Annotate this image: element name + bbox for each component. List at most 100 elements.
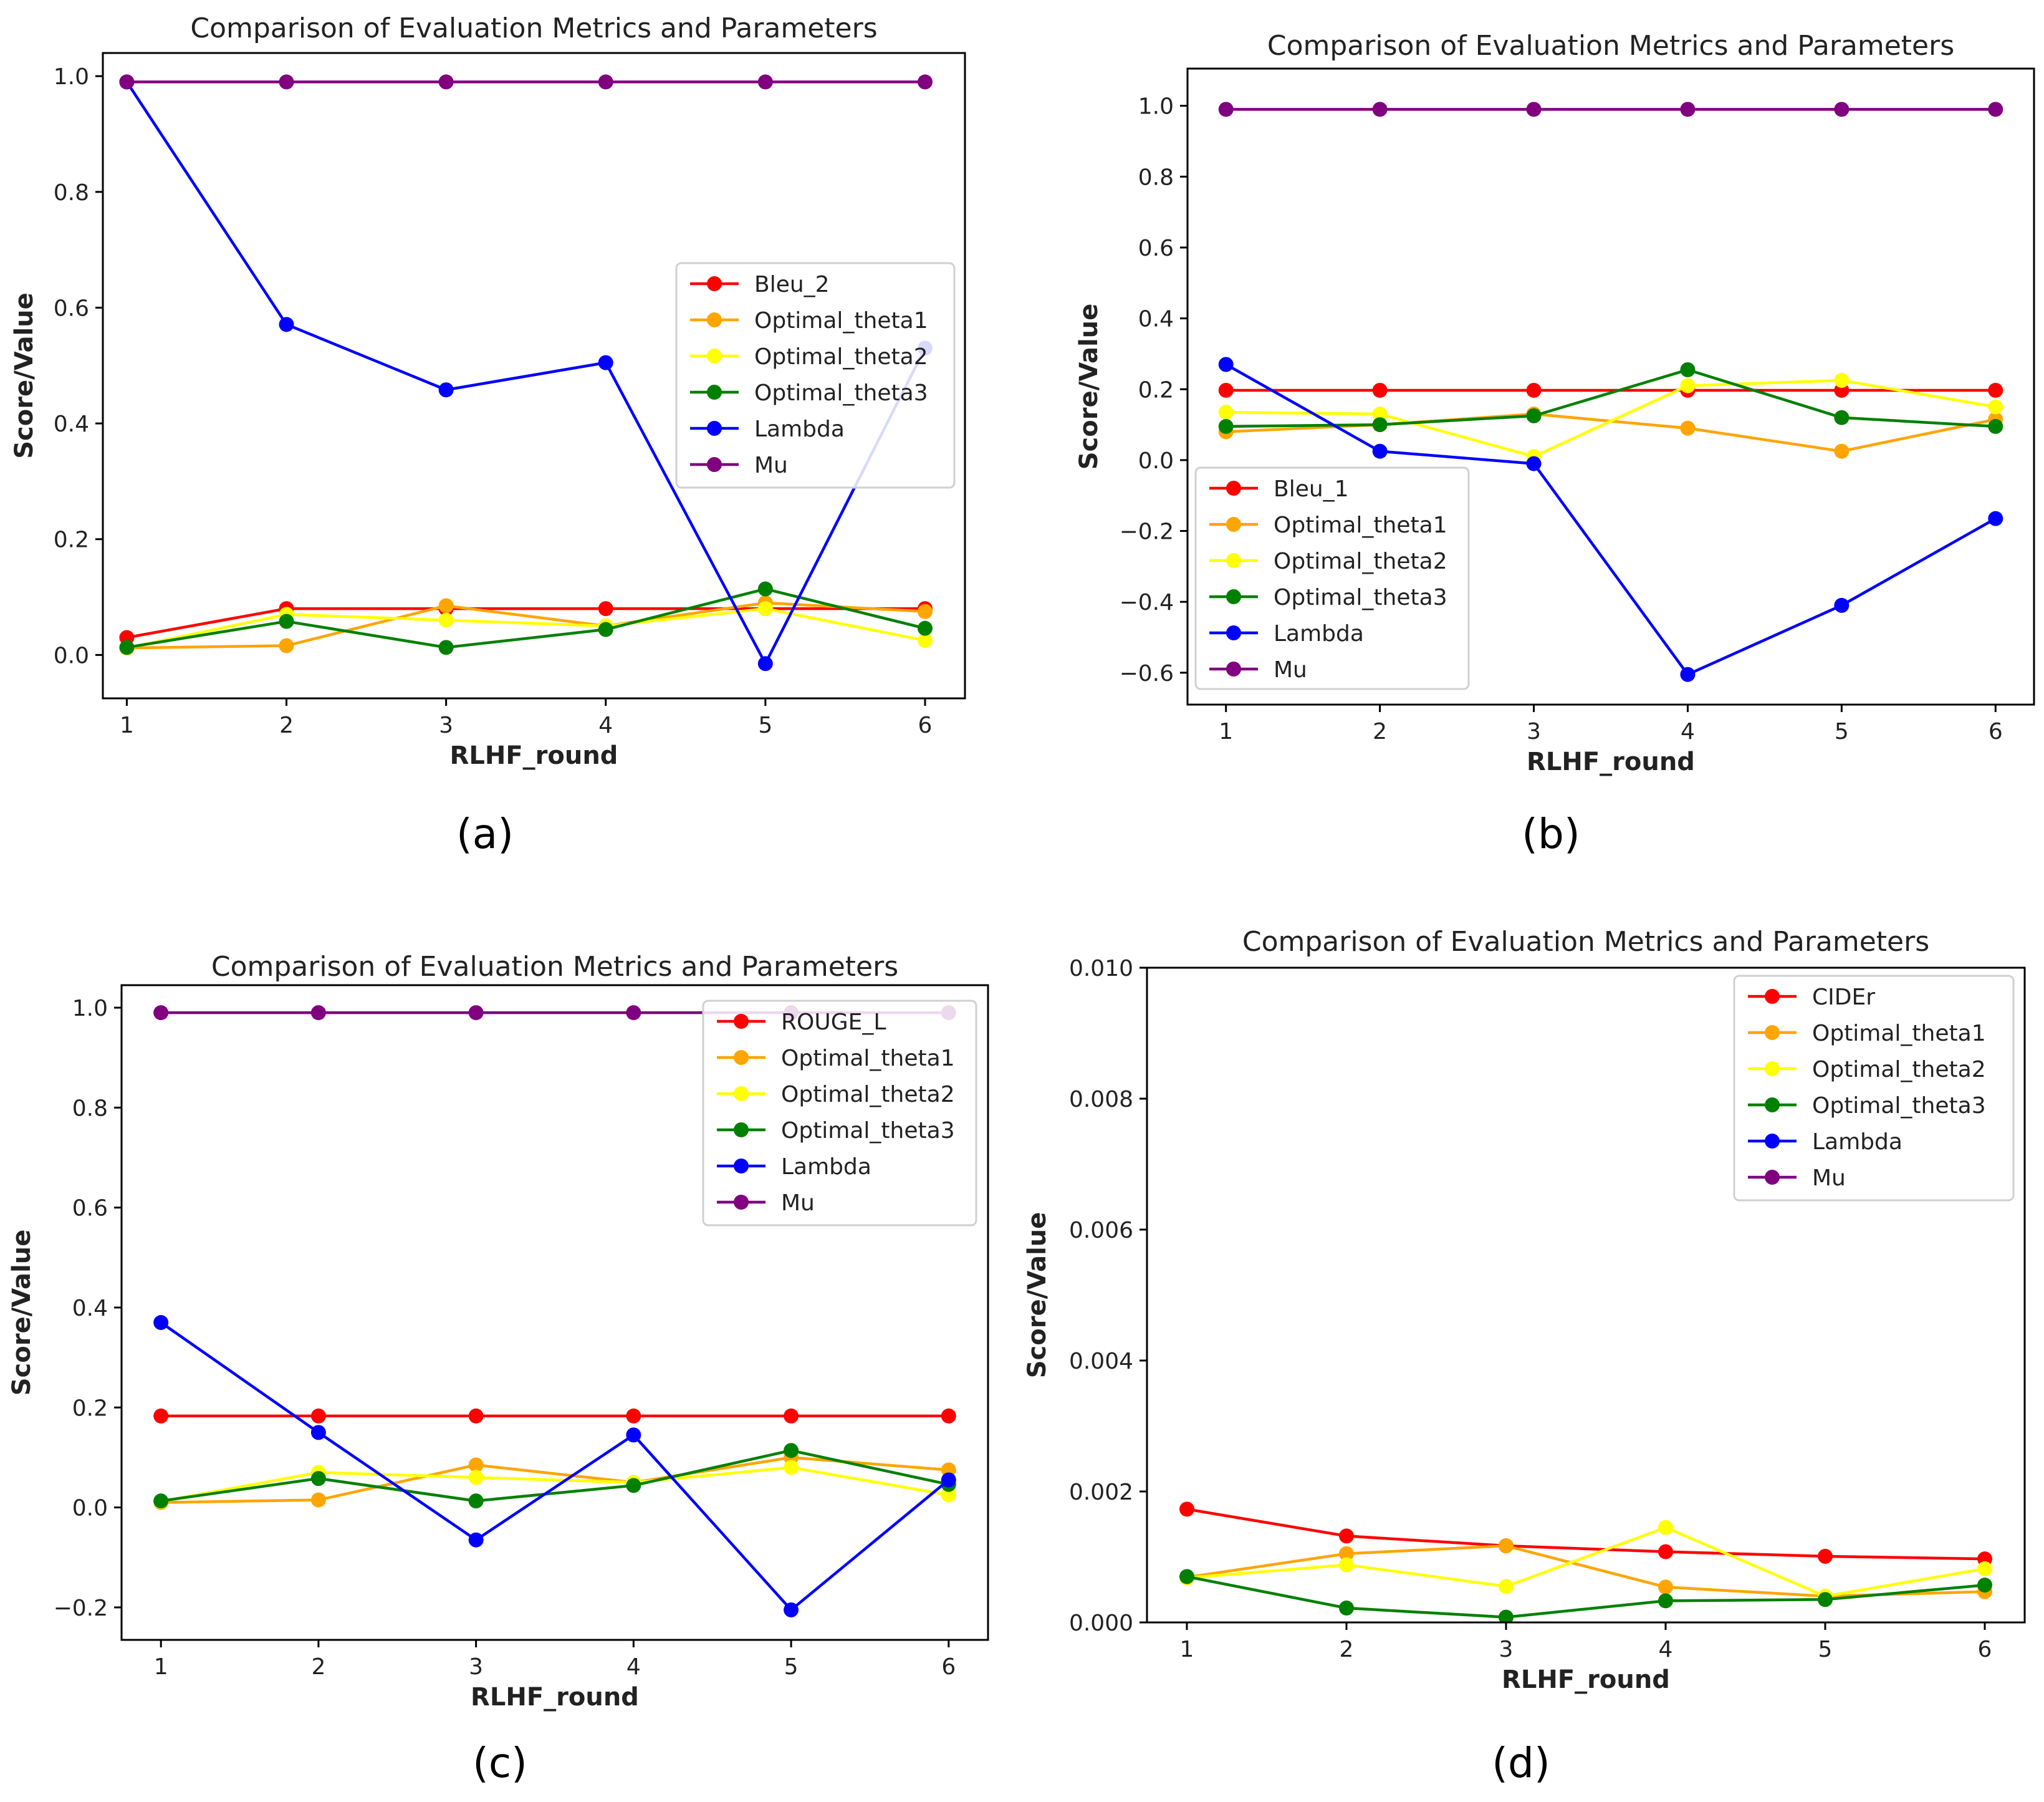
y-tick-label: 0.4 <box>1138 307 1174 332</box>
legend-marker <box>1765 1170 1780 1185</box>
legend-box <box>1733 975 2015 1202</box>
legend-marker <box>1226 625 1241 640</box>
series-line-lambda <box>1225 363 1997 676</box>
data-point-mu <box>1834 102 1850 117</box>
data-point-lambda <box>1372 443 1388 459</box>
legend-marker <box>734 1122 749 1137</box>
x-tick-label: 6 <box>918 713 933 738</box>
x-tick-label: 3 <box>1499 1637 1514 1662</box>
legend-box <box>1194 466 1470 690</box>
data-point-lambda <box>1680 667 1696 682</box>
series-line-optimal_theta2 <box>1226 378 1996 458</box>
data-point-optimal_theta3 <box>598 622 613 637</box>
data-point-optimal_theta1 <box>438 598 454 614</box>
x-tick-label: 5 <box>1818 1637 1833 1662</box>
data-point-optimal_theta2 <box>1680 378 1696 393</box>
legend-marker <box>707 457 722 472</box>
y-tick-label: 0.0 <box>1138 448 1174 474</box>
data-point-optimal_theta2 <box>757 601 773 617</box>
data-point-mu <box>310 1005 326 1021</box>
data-point-optimal_theta3 <box>438 640 454 655</box>
data-point-lambda <box>468 1532 484 1548</box>
data-point-optimal_theta3 <box>279 614 294 629</box>
legend-marker <box>1226 553 1241 568</box>
data-point-lambda <box>941 1472 956 1488</box>
x-tick-label: 6 <box>941 1654 956 1680</box>
data-point-mu <box>279 74 294 90</box>
legend-marker <box>734 1159 749 1173</box>
data-point-optimal_theta1 <box>468 1457 484 1473</box>
legend-entry: Bleu_2 <box>754 272 830 297</box>
legend-marker <box>1765 1134 1780 1149</box>
data-point-optimal_theta1 <box>1680 420 1696 436</box>
data-point-lambda <box>1988 511 2003 526</box>
data-point-mu <box>468 1005 484 1021</box>
data-point-optimal_theta2 <box>1339 1557 1354 1573</box>
x-tick-label: 1 <box>1180 1637 1194 1662</box>
y-tick-label: 0.2 <box>54 528 89 553</box>
y-tick-label: 0.010 <box>1069 956 1133 981</box>
data-point-optimal_theta3 <box>784 1443 799 1458</box>
y-tick-label: 1.0 <box>54 64 89 90</box>
data-point-optimal_theta3 <box>1526 408 1542 423</box>
series-line-lambda <box>160 1321 950 1612</box>
y-tick-label: 0.4 <box>54 412 89 437</box>
legend-entry: Mu <box>1812 1165 1846 1191</box>
data-point-cider <box>1658 1544 1673 1559</box>
y-tick-label: 0.2 <box>72 1395 108 1421</box>
chart-panel-b: Comparison of Evaluation Metrics and Par… <box>1075 30 2035 858</box>
series-line-lambda <box>125 81 926 665</box>
data-point-lambda <box>1218 357 1234 372</box>
y-axis-label: Score/Value <box>1075 304 1103 470</box>
y-tick-label: 1.0 <box>1138 94 1174 120</box>
data-point-mu <box>1680 102 1696 117</box>
y-tick-label: 1.0 <box>72 996 108 1021</box>
data-point-bleu_1 <box>1526 382 1542 398</box>
legend-marker <box>707 349 722 364</box>
x-tick-label: 3 <box>439 713 453 738</box>
legend-marker <box>1765 1097 1780 1112</box>
series-line-optimal_theta3 <box>160 1448 949 1503</box>
x-tick-label: 5 <box>1835 719 1849 744</box>
legend-marker <box>707 312 722 327</box>
data-point-optimal_theta2 <box>1372 407 1388 422</box>
legend-marker <box>1226 481 1241 496</box>
data-point-mu <box>1372 102 1388 117</box>
data-point-mu <box>1526 102 1542 117</box>
data-point-lambda <box>310 1425 326 1440</box>
y-tick-label: 0.008 <box>1069 1087 1133 1112</box>
data-point-optimal_theta3 <box>310 1471 326 1486</box>
data-point-bleu_1 <box>1988 382 2003 398</box>
legend-marker <box>707 276 722 291</box>
data-point-optimal_theta3 <box>119 640 135 655</box>
data-point-mu <box>153 1005 169 1021</box>
series-line-optimal_theta3 <box>1186 1575 1985 1619</box>
legend-entry: Optimal_theta1 <box>754 308 928 334</box>
y-tick-label: −0.2 <box>1120 519 1174 545</box>
data-point-mu <box>598 74 613 90</box>
y-tick-label: 0.8 <box>54 180 89 206</box>
legend-entry: Optimal_theta1 <box>1274 513 1447 538</box>
legend: ROUGE_L Optimal_theta1 Optimal_theta2 Optim… <box>702 1000 977 1226</box>
legend-entry: Bleu_1 <box>1274 476 1349 502</box>
data-point-bleu_1 <box>1218 382 1234 398</box>
chart-title: Comparison of Evaluation Metrics and Par… <box>1267 30 1954 62</box>
data-point-optimal_theta3 <box>626 1478 641 1493</box>
legend-marker <box>734 1014 749 1029</box>
x-tick-label: 3 <box>469 1654 483 1680</box>
chart-title: Comparison of Evaluation Metrics and Par… <box>190 12 877 44</box>
data-point-rouge_l <box>626 1408 641 1424</box>
data-point-mu <box>438 74 454 90</box>
legend-marker <box>1765 1061 1780 1076</box>
y-tick-label: −0.6 <box>1120 661 1174 687</box>
data-point-optimal_theta2 <box>1977 1561 1992 1576</box>
data-point-optimal_theta2 <box>1499 1579 1514 1594</box>
y-tick-label: 0.006 <box>1069 1218 1133 1243</box>
data-point-mu <box>119 74 135 90</box>
y-tick-label: 0.6 <box>54 296 89 321</box>
legend-entry: Optimal_theta2 <box>1274 549 1447 574</box>
data-point-optimal_theta3 <box>917 620 933 636</box>
legend-entry: Mu <box>754 453 788 478</box>
data-point-optimal_theta3 <box>1988 418 2003 434</box>
